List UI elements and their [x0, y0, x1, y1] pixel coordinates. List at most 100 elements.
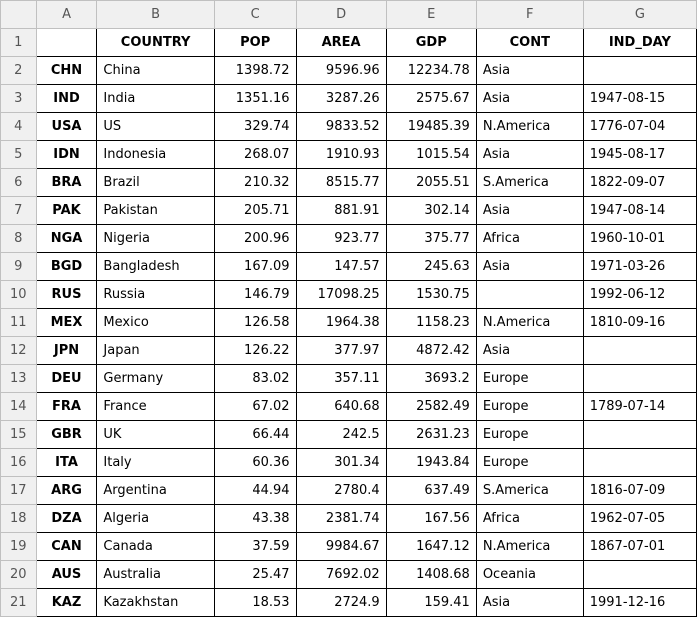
cell-country[interactable]: Nigeria — [97, 225, 214, 253]
cell-area[interactable]: 242.5 — [296, 421, 386, 449]
cell-code[interactable]: DEU — [36, 365, 97, 393]
cell-area[interactable]: 2724.9 — [296, 589, 386, 617]
row-header-5[interactable]: 5 — [1, 141, 37, 169]
cell-ind[interactable]: 1962-07-05 — [583, 505, 696, 533]
cell-cont[interactable]: N.America — [476, 309, 583, 337]
cell-ind[interactable]: 1991-12-16 — [583, 589, 696, 617]
cell-ind[interactable]: 1789-07-14 — [583, 393, 696, 421]
cell-area[interactable]: 7692.02 — [296, 561, 386, 589]
cell-cont[interactable]: Asia — [476, 85, 583, 113]
cell-area[interactable]: 377.97 — [296, 337, 386, 365]
cell-area[interactable]: 9833.52 — [296, 113, 386, 141]
row-header-2[interactable]: 2 — [1, 57, 37, 85]
cell-cont[interactable]: Asia — [476, 337, 583, 365]
cell-ind[interactable]: 1992-06-12 — [583, 281, 696, 309]
cell-code[interactable]: PAK — [36, 197, 97, 225]
col-header-D[interactable]: D — [296, 1, 386, 29]
cell-gdp[interactable]: 4872.42 — [386, 337, 476, 365]
cell-pop[interactable]: 43.38 — [214, 505, 296, 533]
cell-area[interactable]: 17098.25 — [296, 281, 386, 309]
cell-code[interactable]: FRA — [36, 393, 97, 421]
cell-pop[interactable]: 126.58 — [214, 309, 296, 337]
cell-country[interactable]: India — [97, 85, 214, 113]
cell-gdp[interactable]: 375.77 — [386, 225, 476, 253]
cell-code[interactable]: BRA — [36, 169, 97, 197]
cell-country[interactable]: Brazil — [97, 169, 214, 197]
cell-country[interactable]: Kazakhstan — [97, 589, 214, 617]
col-header-E[interactable]: E — [386, 1, 476, 29]
cell-pop[interactable]: 1351.16 — [214, 85, 296, 113]
cell-cont[interactable]: Europe — [476, 449, 583, 477]
col-header-F[interactable]: F — [476, 1, 583, 29]
cell-cont[interactable]: Europe — [476, 421, 583, 449]
cell-country[interactable]: Indonesia — [97, 141, 214, 169]
cell-code[interactable]: AUS — [36, 561, 97, 589]
cell-country[interactable]: Japan — [97, 337, 214, 365]
row-header-3[interactable]: 3 — [1, 85, 37, 113]
row-header-4[interactable]: 4 — [1, 113, 37, 141]
cell-pop[interactable]: 25.47 — [214, 561, 296, 589]
cell-cont[interactable]: Asia — [476, 197, 583, 225]
cell-ind[interactable]: 1822-09-07 — [583, 169, 696, 197]
cell-gdp[interactable]: 2575.67 — [386, 85, 476, 113]
cell-area[interactable]: 2780.4 — [296, 477, 386, 505]
cell-pop[interactable]: 268.07 — [214, 141, 296, 169]
cell-ind[interactable] — [583, 561, 696, 589]
cell-area[interactable]: 147.57 — [296, 253, 386, 281]
cell-country[interactable]: Mexico — [97, 309, 214, 337]
row-header-13[interactable]: 13 — [1, 365, 37, 393]
cell-ind[interactable]: 1776-07-04 — [583, 113, 696, 141]
cell-cont[interactable]: Asia — [476, 589, 583, 617]
cell-ind[interactable]: 1867-07-01 — [583, 533, 696, 561]
row-header-6[interactable]: 6 — [1, 169, 37, 197]
cell-F1[interactable]: CONT — [476, 29, 583, 57]
cell-B1[interactable]: COUNTRY — [97, 29, 214, 57]
row-header-15[interactable]: 15 — [1, 421, 37, 449]
cell-area[interactable]: 3287.26 — [296, 85, 386, 113]
cell-area[interactable]: 1910.93 — [296, 141, 386, 169]
cell-gdp[interactable]: 302.14 — [386, 197, 476, 225]
cell-gdp[interactable]: 1530.75 — [386, 281, 476, 309]
cell-code[interactable]: MEX — [36, 309, 97, 337]
row-header-12[interactable]: 12 — [1, 337, 37, 365]
cell-gdp[interactable]: 19485.39 — [386, 113, 476, 141]
cell-cont[interactable]: Africa — [476, 505, 583, 533]
row-header-21[interactable]: 21 — [1, 589, 37, 617]
cell-gdp[interactable]: 1158.23 — [386, 309, 476, 337]
cell-area[interactable]: 923.77 — [296, 225, 386, 253]
cell-area[interactable]: 8515.77 — [296, 169, 386, 197]
row-header-8[interactable]: 8 — [1, 225, 37, 253]
cell-ind[interactable]: 1810-09-16 — [583, 309, 696, 337]
row-header-20[interactable]: 20 — [1, 561, 37, 589]
cell-code[interactable]: BGD — [36, 253, 97, 281]
cell-code[interactable]: USA — [36, 113, 97, 141]
cell-cont[interactable]: Asia — [476, 253, 583, 281]
row-header-1[interactable]: 1 — [1, 29, 37, 57]
row-header-16[interactable]: 16 — [1, 449, 37, 477]
cell-cont[interactable]: N.America — [476, 533, 583, 561]
cell-gdp[interactable]: 245.63 — [386, 253, 476, 281]
cell-area[interactable]: 357.11 — [296, 365, 386, 393]
cell-cont[interactable]: Europe — [476, 393, 583, 421]
cell-ind[interactable]: 1960-10-01 — [583, 225, 696, 253]
cell-gdp[interactable]: 1408.68 — [386, 561, 476, 589]
cell-country[interactable]: Algeria — [97, 505, 214, 533]
cell-cont[interactable]: Asia — [476, 57, 583, 85]
cell-code[interactable]: CAN — [36, 533, 97, 561]
cell-pop[interactable]: 200.96 — [214, 225, 296, 253]
cell-A1[interactable] — [36, 29, 97, 57]
cell-ind[interactable]: 1947-08-15 — [583, 85, 696, 113]
cell-area[interactable]: 9984.67 — [296, 533, 386, 561]
col-header-A[interactable]: A — [36, 1, 97, 29]
row-header-9[interactable]: 9 — [1, 253, 37, 281]
cell-cont[interactable]: S.America — [476, 477, 583, 505]
cell-code[interactable]: IDN — [36, 141, 97, 169]
cell-E1[interactable]: GDP — [386, 29, 476, 57]
row-header-18[interactable]: 18 — [1, 505, 37, 533]
cell-gdp[interactable]: 167.56 — [386, 505, 476, 533]
cell-D1[interactable]: AREA — [296, 29, 386, 57]
cell-ind[interactable]: 1945-08-17 — [583, 141, 696, 169]
cell-country[interactable]: UK — [97, 421, 214, 449]
cell-pop[interactable]: 126.22 — [214, 337, 296, 365]
row-header-10[interactable]: 10 — [1, 281, 37, 309]
